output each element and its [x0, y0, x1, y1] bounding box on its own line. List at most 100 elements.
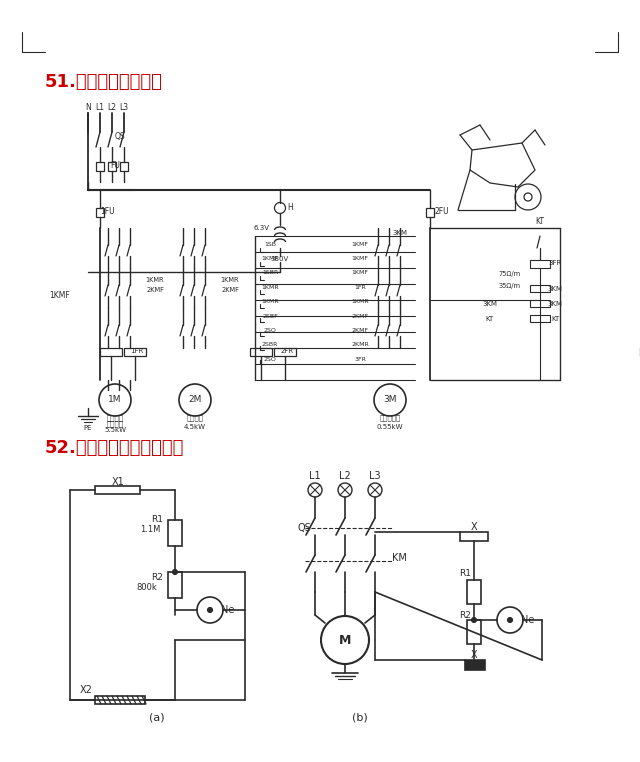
Text: 3KM: 3KM: [483, 301, 497, 307]
Text: 35Ω/m: 35Ω/m: [499, 283, 521, 289]
Text: 1KMR: 1KMR: [221, 277, 239, 283]
Text: PE: PE: [84, 425, 92, 431]
Bar: [124, 348, 146, 356]
Text: Ne: Ne: [221, 605, 235, 615]
Bar: [530, 315, 550, 322]
Text: 4.5kW: 4.5kW: [184, 424, 206, 430]
Bar: [168, 572, 182, 598]
Text: QS: QS: [298, 523, 312, 533]
Text: 1KMR: 1KMR: [261, 285, 279, 290]
Text: 正转搅拌: 正转搅拌: [106, 415, 124, 421]
Text: 3KM: 3KM: [547, 286, 563, 292]
Bar: [530, 300, 550, 307]
Bar: [467, 580, 481, 604]
Text: H: H: [287, 203, 293, 212]
Bar: [426, 208, 434, 217]
Text: R1: R1: [459, 568, 471, 578]
Bar: [168, 520, 182, 546]
Text: 5.5kW: 5.5kW: [104, 427, 126, 433]
Text: X: X: [470, 522, 477, 532]
Text: R2: R2: [151, 572, 163, 581]
Text: 2KMR: 2KMR: [351, 342, 369, 347]
Bar: [530, 285, 550, 292]
Text: L2: L2: [108, 104, 116, 113]
Bar: [467, 620, 481, 644]
Text: L3: L3: [120, 104, 129, 113]
Text: L2: L2: [339, 471, 351, 481]
Text: (b): (b): [352, 713, 368, 723]
Circle shape: [207, 607, 212, 613]
Text: 2FR: 2FR: [280, 348, 294, 354]
Text: 2FU: 2FU: [435, 207, 449, 216]
Text: 3M: 3M: [383, 395, 397, 405]
Text: 1KMR: 1KMR: [351, 299, 369, 304]
Bar: [108, 162, 116, 171]
Text: 3KM: 3KM: [392, 230, 408, 236]
Text: 1KMF: 1KMF: [351, 256, 369, 261]
Bar: [100, 348, 122, 356]
Bar: [95, 696, 145, 704]
Text: R2: R2: [459, 610, 471, 620]
Text: 1.1M: 1.1M: [140, 526, 160, 534]
Text: KT: KT: [551, 316, 559, 322]
Text: 反转卸料: 反转卸料: [106, 421, 124, 427]
Text: 1KMF: 1KMF: [351, 242, 369, 246]
Bar: [460, 532, 488, 541]
Text: KT: KT: [486, 316, 494, 322]
Text: 800k: 800k: [136, 582, 157, 591]
Text: 2KMF: 2KMF: [146, 287, 164, 293]
Text: 2M: 2M: [188, 395, 202, 405]
Text: 1SBR: 1SBR: [262, 271, 278, 275]
Text: FU: FU: [110, 162, 120, 171]
Text: 2KMF: 2KMF: [221, 287, 239, 293]
Text: 1KMR: 1KMR: [146, 277, 164, 283]
Text: 1FR: 1FR: [354, 285, 366, 290]
Text: 1KMF: 1KMF: [50, 290, 70, 299]
Circle shape: [173, 569, 177, 575]
Text: 2SO: 2SO: [264, 328, 276, 333]
Text: 1KMF: 1KMF: [262, 256, 278, 261]
Text: 6.3V: 6.3V: [254, 225, 270, 231]
Text: 1FU: 1FU: [100, 207, 115, 216]
Circle shape: [472, 617, 477, 623]
Text: 1SB: 1SB: [264, 242, 276, 246]
Text: 3KM: 3KM: [547, 301, 563, 307]
Text: (a): (a): [149, 713, 165, 723]
Bar: [250, 348, 272, 356]
Text: KT: KT: [536, 217, 545, 226]
Text: 75Ω/m: 75Ω/m: [499, 271, 521, 277]
Circle shape: [508, 617, 513, 623]
Text: 1FR: 1FR: [131, 348, 143, 354]
Text: 3FR: 3FR: [354, 357, 366, 362]
Text: X: X: [470, 650, 477, 660]
Text: R1: R1: [151, 516, 163, 524]
Text: L1: L1: [95, 104, 104, 113]
Text: 1KMR: 1KMR: [261, 299, 279, 304]
Bar: [120, 162, 128, 171]
Text: 2KMF: 2KMF: [351, 328, 369, 333]
Text: 0.55kW: 0.55kW: [377, 424, 403, 430]
Text: N: N: [85, 104, 91, 113]
Text: L3: L3: [369, 471, 381, 481]
Text: 供水抽水泵: 供水抽水泵: [380, 415, 401, 421]
Bar: [96, 162, 104, 171]
Text: 进料升降: 进料升降: [186, 415, 204, 421]
Text: 51.混凝土搅拌机线路: 51.混凝土搅拌机线路: [45, 73, 163, 91]
Bar: [274, 348, 296, 356]
Text: 3FR: 3FR: [548, 260, 562, 266]
Text: Ne: Ne: [522, 615, 534, 625]
Bar: [95, 486, 140, 494]
Text: 2KMF: 2KMF: [351, 313, 369, 319]
Text: KM: KM: [392, 553, 407, 563]
Text: M: M: [339, 633, 351, 646]
Text: 2SBF: 2SBF: [262, 313, 278, 319]
Text: X2: X2: [80, 685, 93, 695]
Bar: [465, 660, 485, 670]
Text: 1KMF: 1KMF: [351, 271, 369, 275]
Text: 2SO: 2SO: [264, 357, 276, 362]
Text: 2SBR: 2SBR: [262, 342, 278, 347]
Bar: [96, 208, 104, 217]
Text: 52.自制实用的绝缘检测器: 52.自制实用的绝缘检测器: [45, 439, 184, 457]
Text: L1: L1: [309, 471, 321, 481]
Text: 1M: 1M: [108, 395, 122, 405]
